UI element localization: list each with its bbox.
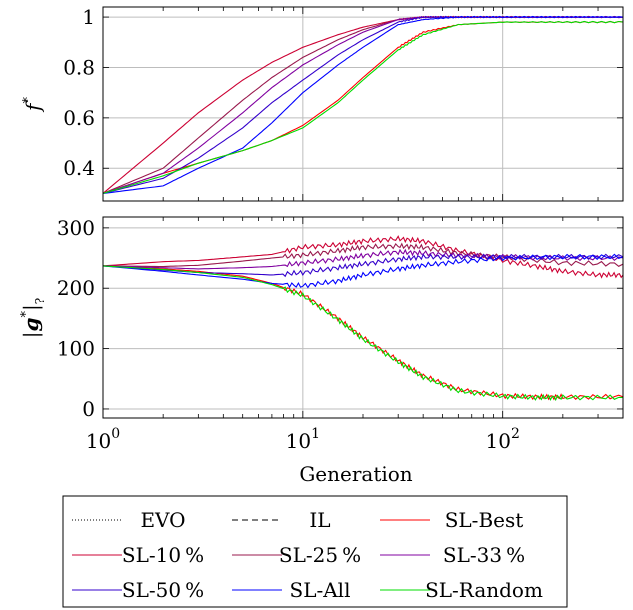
y-tick-label: 0.8: [63, 55, 95, 79]
y-axis-title-top: f*: [21, 97, 45, 113]
legend-box: [62, 495, 568, 608]
y-tick-label: 100: [57, 337, 95, 361]
y-axis-title-part: g: [19, 317, 43, 331]
y-axis-title-part: ?: [33, 298, 47, 304]
series-line-sl-50-: [103, 253, 623, 278]
y-tick-label: 0.6: [63, 106, 95, 130]
series-line-sl-10-: [103, 15, 623, 194]
y-axis-title-part: |: [19, 331, 44, 338]
x-tick-label-exponent: 2: [511, 426, 520, 442]
series-line-sl-33-: [103, 248, 623, 270]
series-line-sl-all: [103, 15, 623, 194]
legend-label: SL-Best: [445, 508, 524, 532]
series-line-sl-random: [103, 265, 623, 402]
series-line-sl-all: [103, 253, 623, 289]
series-line-sl-25-: [103, 15, 623, 194]
legend-label: SL-50 %: [122, 578, 204, 602]
x-tick-label: 102: [485, 426, 519, 453]
series-line-sl-50-: [103, 15, 623, 194]
legend-label: SL-33 %: [443, 543, 525, 567]
legend-label: IL: [309, 508, 330, 532]
y-axis-title-bottom: |g*|?: [19, 298, 47, 338]
legend: EVO IL SL-Best SL-10 % SL-25 % SL-33 % SL-50 %…: [62, 495, 568, 608]
plot-frame: [102, 6, 624, 202]
x-tick-label-exponent: 1: [311, 426, 320, 442]
legend-label: SL-10 %: [122, 543, 204, 567]
series-line-sl-best: [103, 265, 623, 401]
x-tick-label-base: 10: [485, 429, 510, 453]
y-tick-label: 300: [57, 216, 95, 240]
legend-label: SL-25 %: [279, 543, 361, 567]
x-axis-title: Generation: [299, 462, 412, 486]
legend-label: SL-All: [290, 578, 351, 602]
series-line-sl-random: [103, 20, 623, 194]
x-tick-label-base: 10: [86, 429, 111, 453]
y-axis-title-star: *: [21, 97, 36, 104]
y-axis-title-part: |: [19, 304, 44, 311]
y-axis-title-part: *: [19, 310, 34, 317]
y-tick-label: 1: [82, 5, 95, 29]
series-line-sl-33-: [103, 15, 623, 194]
y-tick-label: 200: [57, 276, 95, 300]
plot-frame: [102, 216, 624, 419]
legend-label: SL-Random: [425, 578, 543, 602]
top-panel-f-star: 0.4 0.6 0.8 1 f*: [21, 5, 624, 202]
series-line-sl-10-: [103, 235, 623, 279]
y-tick-label: 0.4: [63, 156, 95, 180]
x-tick-label-exponent: 0: [111, 426, 120, 442]
x-tick-label-base: 10: [286, 429, 311, 453]
legend-label: EVO: [140, 508, 185, 532]
y-tick-label: 0: [82, 397, 95, 421]
x-tick-label: 101: [286, 426, 320, 453]
x-tick-label: 100: [86, 426, 120, 453]
